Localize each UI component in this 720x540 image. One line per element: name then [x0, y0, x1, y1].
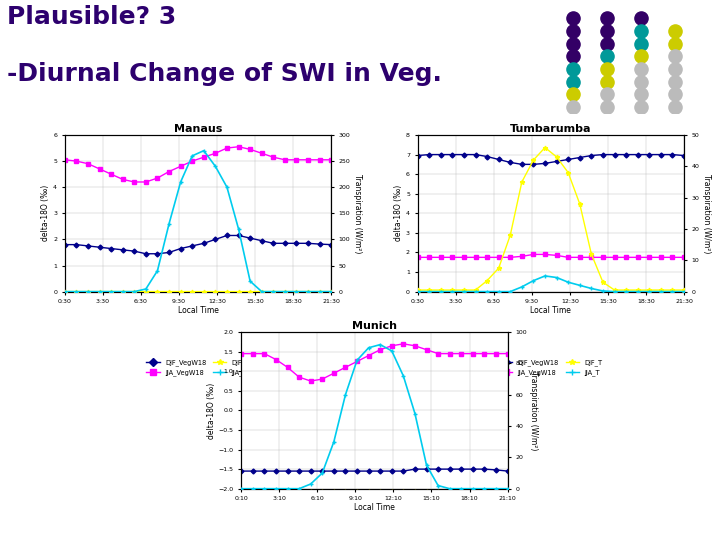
Legend: DJF_VegW18, JJA_VegW18, DJF_T, JJA_T: DJF_VegW18, JJA_VegW18, DJF_T, JJA_T	[144, 357, 252, 379]
Point	[567, 39, 579, 48]
Y-axis label: Transpiration (W/m²): Transpiration (W/m²)	[529, 371, 538, 450]
Point	[601, 14, 613, 23]
Point	[567, 90, 579, 99]
X-axis label: Local Time: Local Time	[178, 306, 218, 315]
Point	[635, 52, 647, 60]
Point	[601, 103, 613, 111]
Point	[635, 65, 647, 73]
Point	[670, 52, 681, 60]
Point	[670, 90, 681, 99]
Point	[601, 39, 613, 48]
Point	[635, 14, 647, 23]
Point	[601, 26, 613, 35]
Point	[567, 77, 579, 86]
Point	[670, 65, 681, 73]
Y-axis label: delta-18O (‰): delta-18O (‰)	[207, 382, 216, 438]
Point	[635, 26, 647, 35]
Point	[567, 26, 579, 35]
X-axis label: Local Time: Local Time	[354, 503, 395, 512]
Point	[635, 90, 647, 99]
Y-axis label: Transpiration (W/m²): Transpiration (W/m²)	[701, 174, 711, 253]
Point	[567, 52, 579, 60]
Point	[670, 39, 681, 48]
Point	[567, 65, 579, 73]
Y-axis label: delta-18O (‰): delta-18O (‰)	[41, 185, 50, 241]
Point	[635, 77, 647, 86]
Point	[635, 39, 647, 48]
Point	[601, 90, 613, 99]
Text: Plausible? 3: Plausible? 3	[7, 5, 176, 29]
Legend: DJF_VegW18, JJA_VegW18, DJF_T, JJA_T: DJF_VegW18, JJA_VegW18, DJF_T, JJA_T	[497, 357, 605, 379]
Text: -Diurnal Change of SWI in Veg.: -Diurnal Change of SWI in Veg.	[7, 62, 442, 86]
Point	[567, 14, 579, 23]
Title: Manaus: Manaus	[174, 124, 222, 134]
Point	[601, 77, 613, 86]
Title: Tumbarumba: Tumbarumba	[510, 124, 592, 134]
Point	[567, 103, 579, 111]
X-axis label: Local Time: Local Time	[531, 306, 571, 315]
Y-axis label: Transpiration (W/m²): Transpiration (W/m²)	[353, 174, 361, 253]
Point	[670, 77, 681, 86]
Point	[670, 103, 681, 111]
Point	[670, 26, 681, 35]
Point	[601, 65, 613, 73]
Title: Munich: Munich	[352, 321, 397, 332]
Y-axis label: delta-18O (‰): delta-18O (‰)	[394, 185, 403, 241]
Point	[635, 103, 647, 111]
Point	[601, 52, 613, 60]
